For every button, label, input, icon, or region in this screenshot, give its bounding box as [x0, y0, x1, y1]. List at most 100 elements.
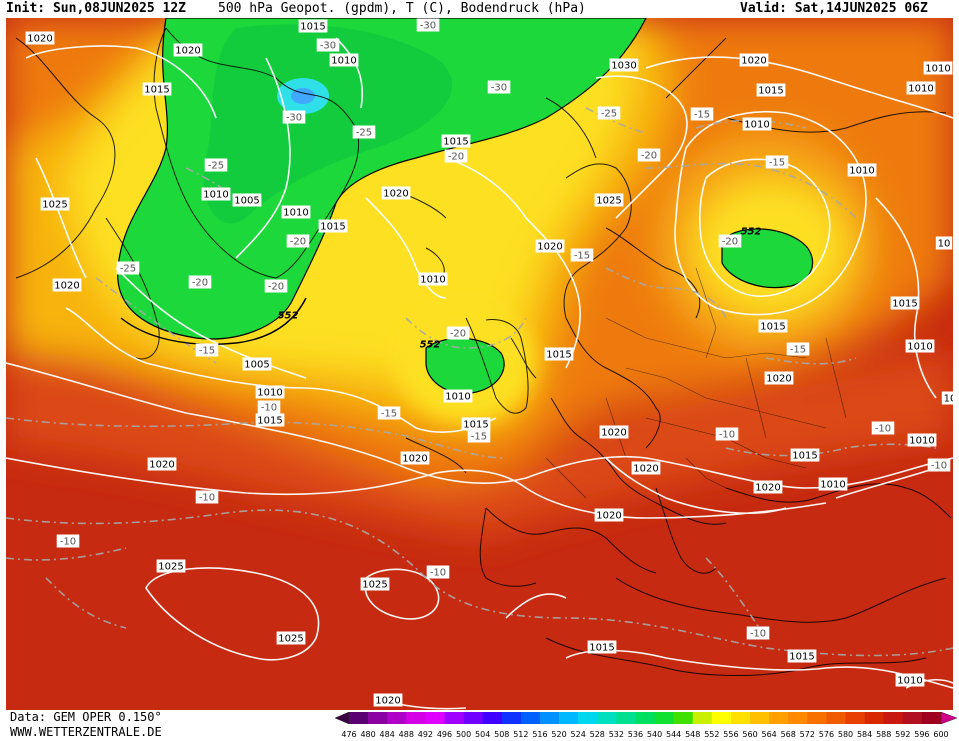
colorbar-tick: 536	[628, 730, 643, 739]
temperature-label: -15	[570, 248, 594, 262]
isobar-value: 1010	[203, 190, 228, 201]
colorbar-cell	[616, 712, 636, 724]
isobar-value: 1010	[445, 392, 470, 403]
isobar-label: 1020	[594, 508, 624, 522]
isobar-value: 1020	[755, 483, 780, 494]
isobar-label: 1020	[599, 425, 629, 439]
temperature-value: -15	[381, 409, 397, 420]
colorbar-cell	[769, 712, 789, 724]
isobar-label: 1020	[631, 461, 661, 475]
isobar-value: 10	[944, 394, 953, 405]
isobar-value: 1020	[537, 242, 562, 253]
colorbar-cell	[539, 712, 560, 724]
isobar-label: 1010	[742, 117, 772, 131]
isobar-label: 1005	[232, 193, 262, 207]
colorbar-tick: 580	[838, 730, 853, 739]
colorbar-cell	[807, 712, 827, 724]
borders	[545, 267, 847, 499]
isobar-value: 1015	[760, 322, 785, 333]
colorbar-cell	[520, 712, 541, 724]
colorbar-tick: 564	[761, 730, 776, 739]
isobar-value: 1020	[766, 374, 791, 385]
colorbar-cell	[444, 712, 464, 724]
isobar-label: 1010	[418, 272, 448, 286]
colorbar-cell	[501, 712, 522, 724]
colorbar-tick: 560	[742, 730, 757, 739]
colorbar-cell	[406, 712, 426, 724]
isobar-value: 1010	[820, 480, 845, 491]
temperature-label: -10	[195, 490, 219, 504]
isobar-label: 1020	[52, 278, 82, 292]
geopotential-value: 552	[420, 340, 441, 351]
colorbar-tick: 588	[876, 730, 891, 739]
colorbar-tick: 496	[437, 730, 452, 739]
colorbar-tick: 572	[800, 730, 815, 739]
temperature-value: -10	[931, 461, 947, 472]
isobar-value: 1015	[257, 416, 282, 427]
colorbar-arrow-low	[335, 712, 350, 725]
temperature-value: -15	[199, 346, 215, 357]
valid-time: Valid: Sat,14JUN2025 06Z	[740, 1, 928, 16]
isobar-value: 10	[938, 239, 951, 250]
temperature-value: -10	[199, 493, 215, 504]
isobar-value: 1020	[175, 46, 200, 57]
temperature-label: -15	[467, 429, 491, 443]
temperature-value: -30	[286, 113, 302, 124]
temperature-label: -10	[257, 400, 281, 414]
temperature-value: -20	[268, 282, 284, 293]
temperature-value: -20	[290, 237, 306, 248]
isobar-value: 1025	[362, 580, 387, 591]
temperature-label: -20	[444, 149, 468, 163]
temperature-label: -15	[765, 155, 789, 169]
isobar-value: 1030	[611, 61, 636, 72]
isobar-label: 1020	[764, 371, 794, 385]
temperature-label: -30	[487, 80, 511, 94]
colorbar-tick: 528	[590, 730, 605, 739]
isobar-label: 1010	[906, 81, 936, 95]
isobar-value: 1015	[463, 420, 488, 431]
isobar-label: 1015	[587, 640, 617, 654]
colorbar-cell	[902, 712, 923, 724]
temperature-value: -10	[875, 424, 891, 435]
isobar-label: 1015	[255, 413, 285, 427]
isobar-label: 1010	[847, 163, 877, 177]
geopotential-label: 552	[741, 227, 762, 238]
temperature-labels: -30 -30 -30 -30 -25 -25 -15 -20 -20 -15 -25 -20 -20 -…	[56, 18, 951, 640]
temperature-label: -10	[746, 626, 770, 640]
isobar-label: 1015	[441, 134, 471, 148]
colorbar-tick: 504	[475, 730, 490, 739]
temperature-value: -25	[601, 109, 617, 120]
isobar-label: 1010	[201, 187, 231, 201]
isobar-value: 1005	[244, 360, 269, 371]
temperature-label: -25	[204, 158, 228, 172]
isobar-value: 1025	[158, 562, 183, 573]
isobar-value: 1020	[633, 464, 658, 475]
colorbar-tick: 548	[685, 730, 700, 739]
temperature-value: -20	[450, 329, 466, 340]
colorbar-cell	[559, 712, 579, 724]
isobar-value: 1020	[601, 428, 626, 439]
isobar-label: 1015	[890, 296, 920, 310]
temperature-label: -15	[690, 107, 714, 121]
temperature-value: -20	[641, 151, 657, 162]
colorbar-tick: 500	[456, 730, 471, 739]
isobar-value: 1010	[849, 166, 874, 177]
isobar-value: 1010	[909, 436, 934, 447]
isobar-label: 1025	[156, 559, 186, 573]
isobar-value: 1020	[149, 460, 174, 471]
isobar-label: 1030	[609, 58, 639, 72]
temperature-label: -15	[377, 406, 401, 420]
temperature-value: -25	[208, 161, 224, 172]
colorbar-cell	[387, 712, 407, 724]
isobar-label: 1025	[594, 193, 624, 207]
colorbar-cell	[425, 712, 445, 724]
colorbar-cell	[711, 712, 732, 724]
colorbar-cell	[673, 712, 694, 724]
temperature-value: -10	[261, 403, 277, 414]
isobar-value: 1010	[283, 208, 308, 219]
colorbar-tick: 488	[399, 730, 414, 739]
isobar-label: 1010	[895, 673, 925, 687]
isobar-label: 1020	[373, 693, 403, 707]
isobar-label: 1020	[400, 451, 430, 465]
